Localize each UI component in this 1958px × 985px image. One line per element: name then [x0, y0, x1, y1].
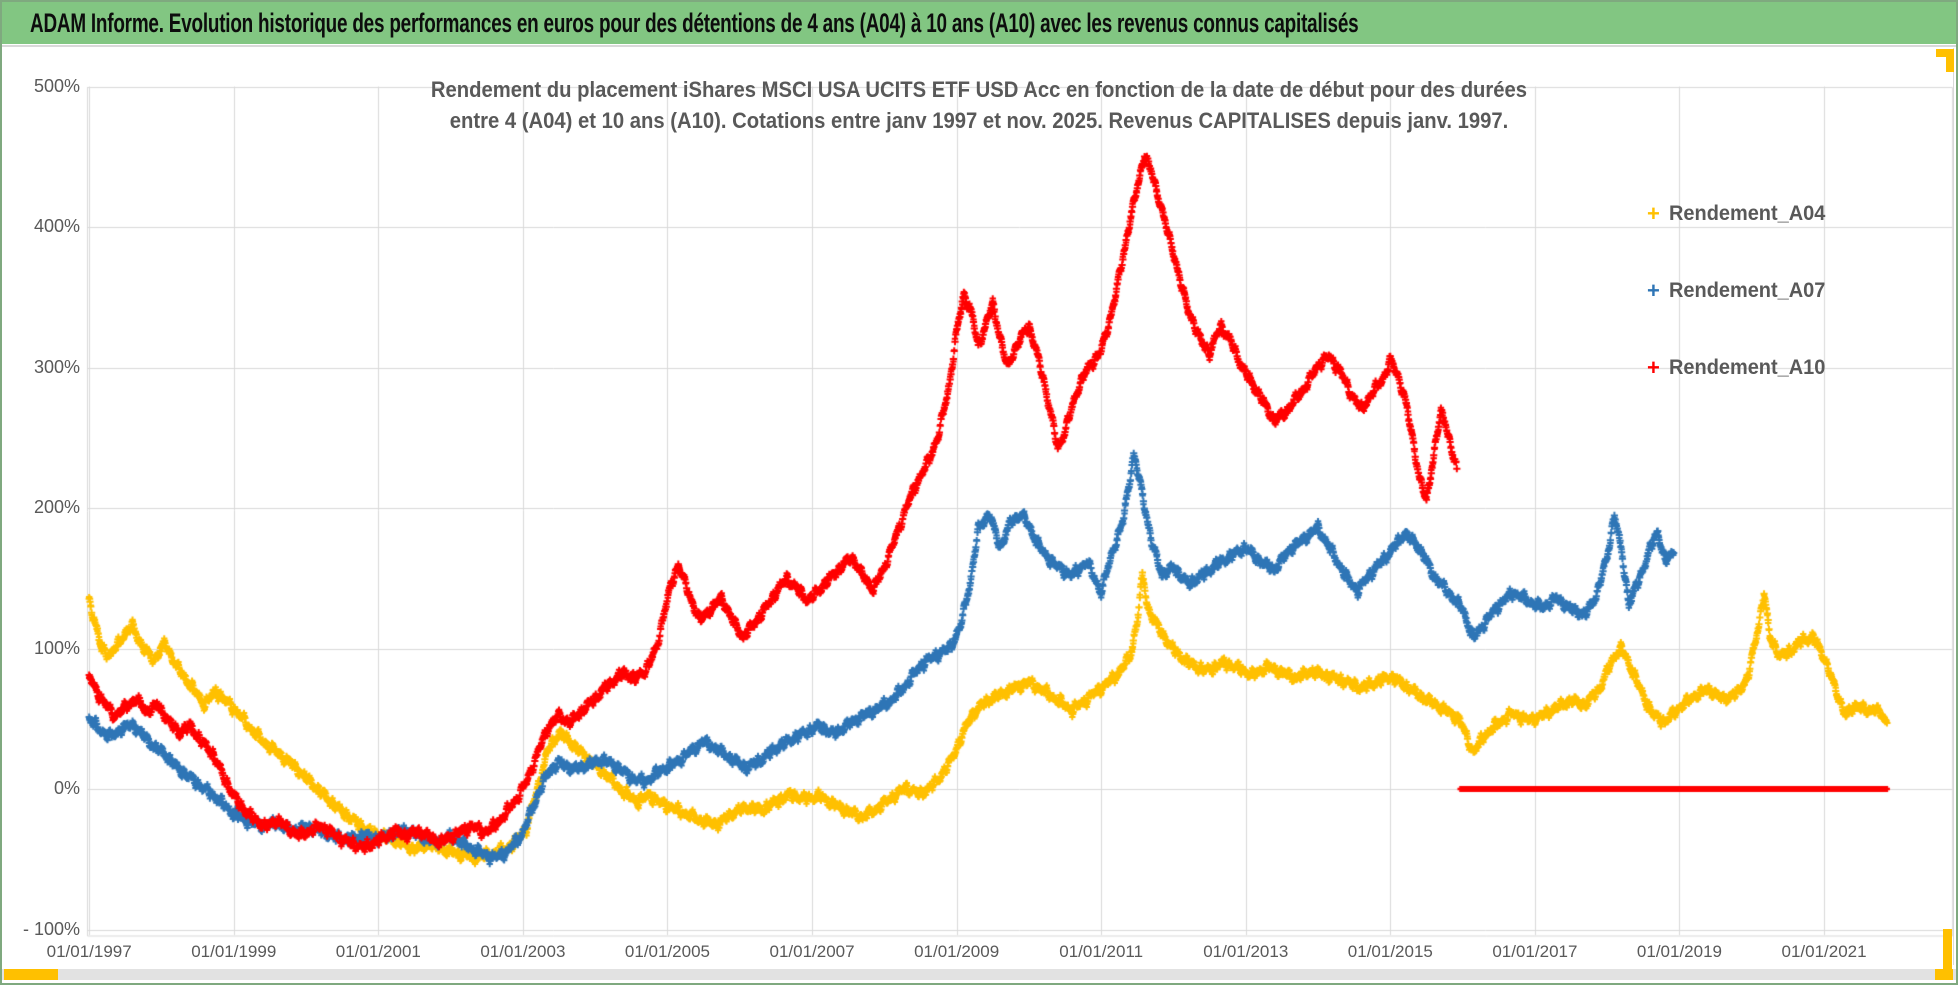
gold-accent-top-right-h: [1936, 49, 1954, 57]
x-tick-label: 01/01/2005: [624, 942, 710, 961]
legend-item-a07[interactable]: + Rendement_A07: [1647, 278, 1833, 355]
chart-title-line2: entre 4 (A04) et 10 ans (A10). Cotations…: [449, 108, 1509, 133]
legend-label-a04: Rendement_A04: [1668, 202, 1826, 225]
legend: + Rendement_A04 + Rendement_A07 + Rendem…: [1647, 201, 1833, 432]
chart-title-line1: Rendement du placement iShares MSCI USA …: [430, 77, 1528, 102]
y-tick-label: 500%: [33, 75, 80, 96]
x-tick-label: 01/01/2019: [1636, 942, 1723, 961]
chart-frame-right-border: [1953, 48, 1954, 965]
y-tick-label: 300%: [33, 356, 80, 377]
gold-accent-bottom-right-v: [1943, 929, 1952, 980]
gold-accent-bottom-left: [4, 969, 58, 980]
x-tick-label: 01/01/2007: [769, 942, 855, 961]
legend-label-a10: Rendement_A10: [1668, 356, 1826, 379]
x-tick-label: 01/01/2003: [480, 942, 566, 961]
x-tick-label: 01/01/2009: [914, 942, 1000, 961]
legend-item-a04[interactable]: + Rendement_A04: [1647, 201, 1833, 278]
y-tick-label: 100%: [33, 637, 80, 658]
y-tick-label: 200%: [33, 497, 80, 517]
y-tick-label: 0%: [53, 778, 80, 798]
x-tick-label: 01/01/2015: [1347, 942, 1433, 961]
legend-label-a07: Rendement_A07: [1668, 279, 1826, 302]
y-tick-label: 400%: [33, 216, 80, 236]
x-tick-label: 01/01/1999: [191, 942, 277, 961]
x-tick-label: 01/01/2013: [1203, 942, 1289, 961]
x-tick-label: 01/01/2017: [1492, 942, 1578, 961]
gold-accent-top-right-v: [1946, 49, 1954, 72]
y-tick-label: - 100%: [22, 918, 80, 939]
x-tick-label: 01/01/1997: [46, 942, 132, 961]
plus-marker-icon-a07: +: [1647, 278, 1660, 303]
bottom-strip: [2, 969, 1956, 980]
legend-item-a10[interactable]: + Rendement_A10: [1647, 355, 1833, 432]
x-tick-label: 01/01/2021: [1781, 942, 1867, 961]
x-tick-label: 01/01/2001: [335, 942, 421, 961]
x-tick-label: 01/01/2011: [1059, 942, 1144, 961]
chart-title: Rendement du placement iShares MSCI USA …: [2, 74, 1956, 136]
plus-marker-icon-a10: +: [1647, 355, 1660, 380]
plus-marker-icon-a04: +: [1647, 201, 1660, 226]
